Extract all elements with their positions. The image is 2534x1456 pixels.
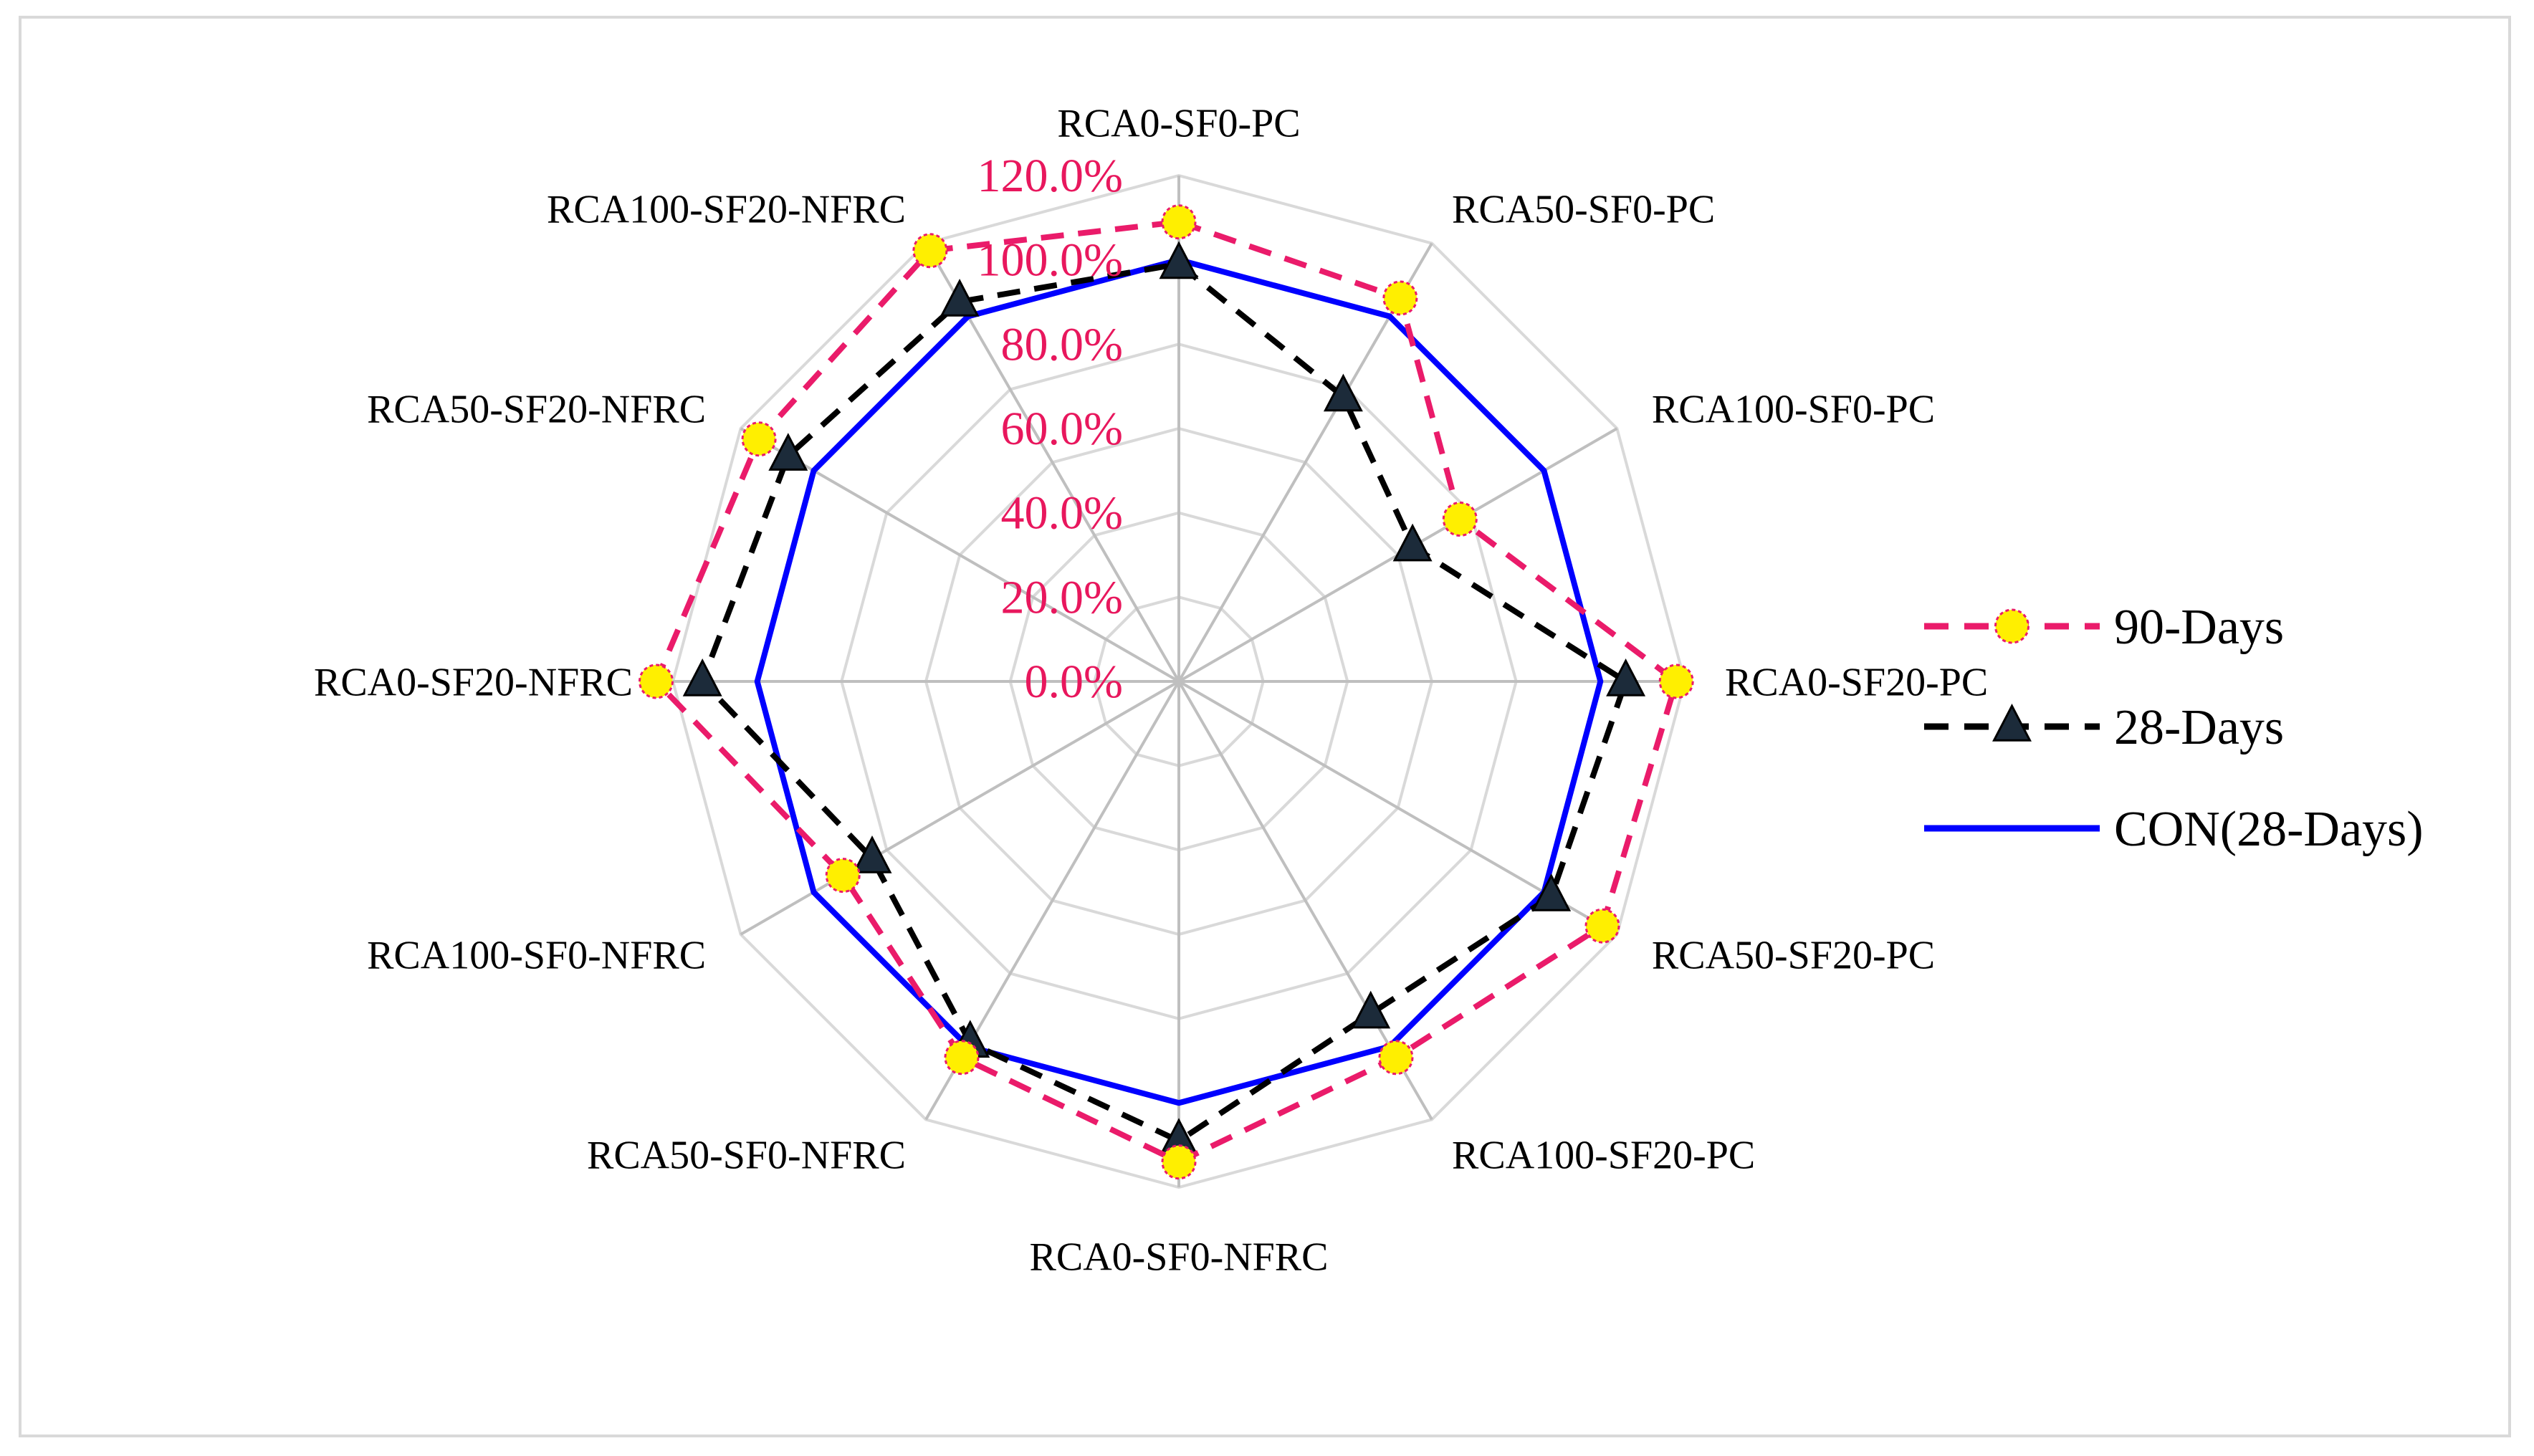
data-point-90-days [639,664,674,699]
chart-frame: 0.0% 20.0% 40.0% 60.0% 80.0% 100.0% 120.0% RCA… [19,16,2511,1437]
data-point-90-days [825,858,861,894]
legend: 90-Days 28-Days CON(28-Days) [1924,600,2424,857]
category-label: RCA0-SF20-PC [1725,661,1988,705]
data-point-28-days [1323,373,1363,412]
data-point-90-days [1584,908,1620,944]
radial-tick-label: 0.0% [1025,656,1123,708]
radial-tick-labels: 0.0% 20.0% 40.0% 60.0% 80.0% 100.0% 120.0% [977,150,1123,708]
data-point-28-days [940,279,980,317]
category-label: RCA100-SF20-NFRC [547,188,906,232]
radial-tick-label: 120.0% [977,150,1123,202]
data-point-90-days [912,233,948,269]
legend-label: 28-Days [2114,700,2284,755]
data-point-90-days [1658,664,1694,699]
data-point-28-days [852,835,892,873]
data-point-90-days [1161,204,1197,240]
radial-tick-label: 100.0% [977,234,1123,287]
data-point-90-days [1442,502,1478,537]
series-line-90-days [653,219,1680,1165]
radar-series [639,204,1694,1180]
data-point-28-days [1159,241,1199,279]
category-label: RCA100-SF0-PC [1652,388,1935,432]
category-label: RCA100-SF20-PC [1452,1134,1755,1178]
legend-marker-circle [1994,608,2029,644]
category-label: RCA50-SF20-NFRC [367,388,706,432]
legend-label: 90-Days [2114,600,2284,655]
data-point-28-days [1531,873,1572,911]
radial-tick-label: 80.0% [1001,318,1123,370]
data-point-90-days [1161,1144,1197,1180]
category-label: RCA0-SF0-NFRC [1029,1235,1328,1280]
data-point-90-days [1382,280,1418,316]
series-line-con-28-days [754,257,1604,1106]
data-point-90-days [1378,1040,1414,1076]
series-line-28-days [699,261,1629,1144]
category-label: RCA50-SF0-NFRC [587,1134,906,1178]
category-label: RCA50-SF0-PC [1452,188,1715,232]
radial-tick-label: 40.0% [1001,487,1123,540]
category-label: RCA50-SF20-PC [1652,934,1935,978]
data-point-90-days [944,1040,980,1076]
data-point-28-days [768,433,808,471]
category-label: RCA0-SF20-NFRC [314,661,633,705]
category-labels: RCA0-SF0-PC RCA50-SF0-PC RCA100-SF0-PC RCA0… [314,102,1988,1280]
axis-spoke [740,680,1180,936]
data-point-90-days [741,421,777,457]
legend-label: CON(28-Days) [2114,802,2424,857]
radial-tick-label: 60.0% [1001,403,1123,455]
radar-spokes [673,176,1685,1187]
data-point-28-days [1392,523,1433,562]
radar-chart: 0.0% 20.0% 40.0% 60.0% 80.0% 100.0% 120.0% RCA… [314,102,2424,1280]
category-label: RCA0-SF0-PC [1057,102,1300,146]
category-label: RCA100-SF0-NFRC [367,934,706,978]
data-point-28-days [1351,990,1391,1029]
data-point-28-days [682,658,722,696]
legend-marker-triangle [1992,703,2032,742]
axis-spoke [740,427,1180,683]
data-point-28-days [1606,658,1646,696]
radial-tick-label: 20.0% [1001,571,1123,623]
